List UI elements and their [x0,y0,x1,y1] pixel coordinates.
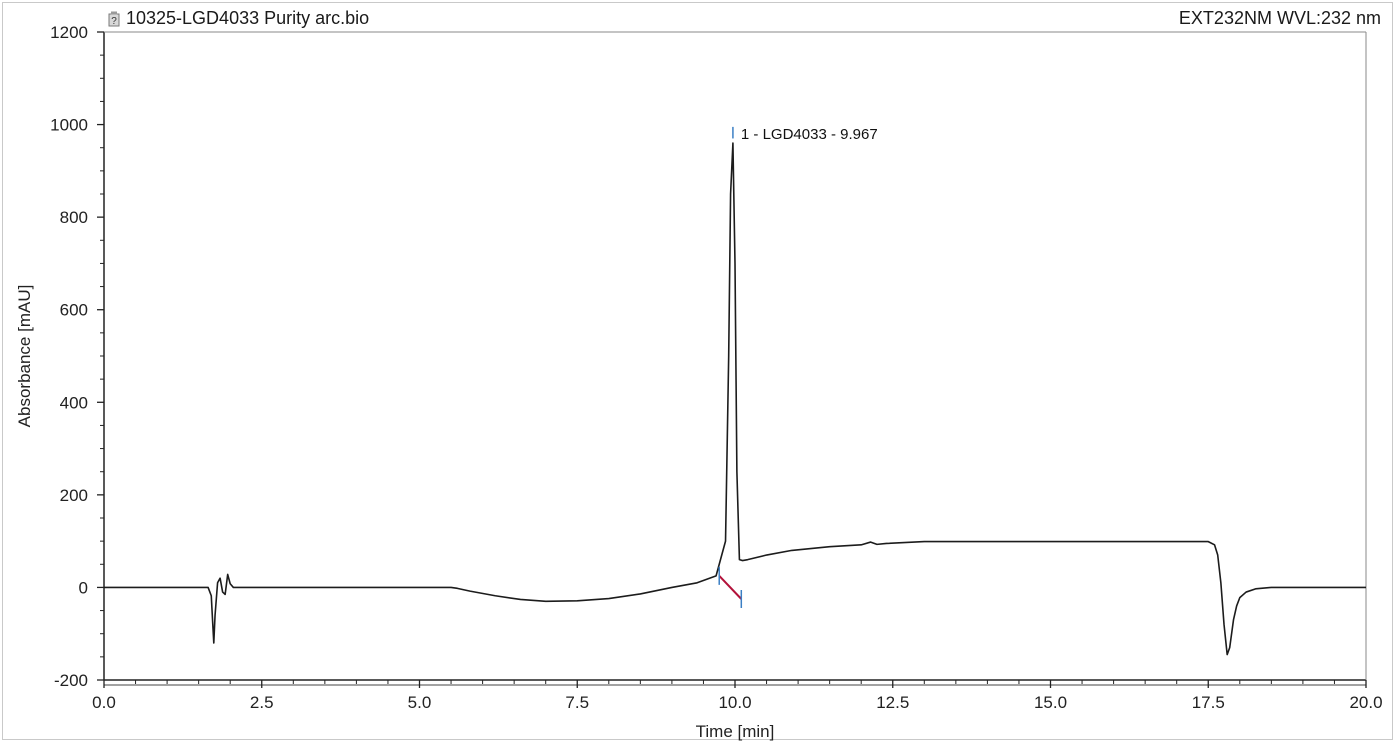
x-tick-label: 7.5 [565,693,589,712]
x-tick-label: 0.0 [92,693,116,712]
x-tick-label: 2.5 [250,693,274,712]
peak-baseline [718,575,743,600]
svg-text:?: ? [111,16,117,27]
peak-label: 1 - LGD4033 - 9.967 [741,126,878,143]
plot-area: 1 - LGD4033 - 9.967 [104,126,1366,656]
y-tick-label: 600 [60,301,88,320]
y-axis-label: Absorbance [mAU] [15,285,34,428]
y-tick-label: 200 [60,486,88,505]
x-tick-label: 10.0 [718,693,751,712]
y-tick-label: 1000 [50,116,88,135]
chromatogram-trace [104,142,1366,656]
y-tick-label: -200 [54,671,88,690]
x-tick-label: 15.0 [1034,693,1067,712]
x-tick-label: 5.0 [408,693,432,712]
x-tick-label: 20.0 [1349,693,1382,712]
y-tick-label: 1200 [50,23,88,42]
file-name: 10325-LGD4033 Purity arc.bio [126,8,370,28]
detector-label: EXT232NM WVL:232 nm [1178,8,1381,28]
y-tick-label: 400 [60,393,88,412]
x-tick-label: 17.5 [1192,693,1225,712]
x-axis-label: Time [min] [696,722,775,741]
y-tick-label: 0 [79,578,88,597]
axes: -200 0 200 400 600 800 1000 1200 0.0 2.5 5.0 7.5 10.… [50,23,1382,712]
y-tick-label: 800 [60,208,88,227]
file-header: ? 10325-LGD4033 Purity arc.bio [108,8,369,29]
x-tick-label: 12.5 [876,693,909,712]
chromatogram-file-icon: ? [108,11,120,27]
